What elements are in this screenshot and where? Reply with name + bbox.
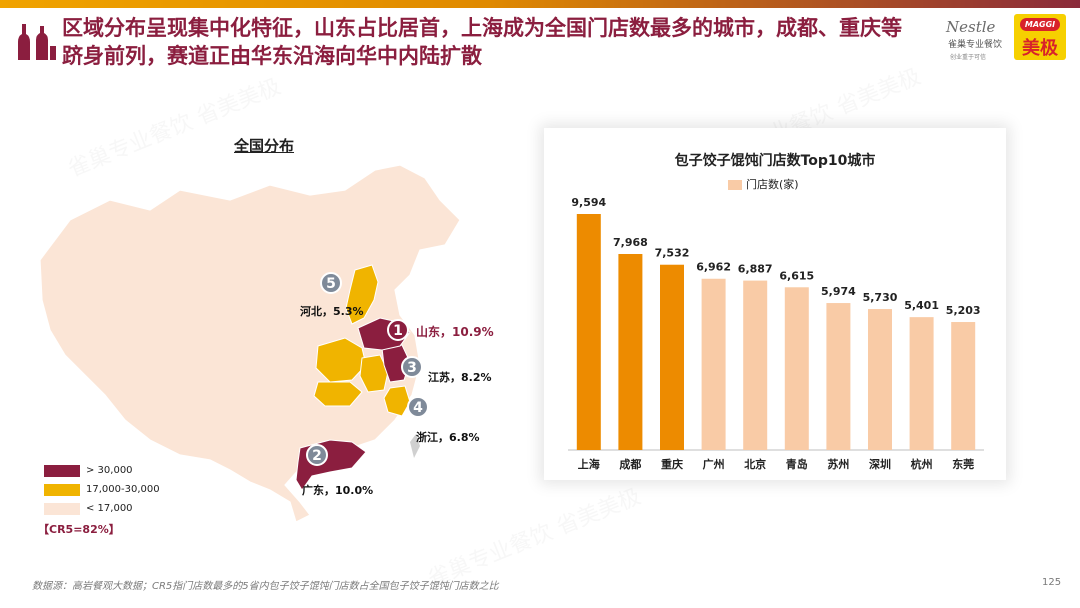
label-guangdong: 广东，10.0% [302, 484, 374, 497]
value-label: 5,401 [904, 299, 939, 312]
value-label: 5,203 [946, 304, 981, 317]
rank-marker-3: 3 [401, 356, 423, 378]
page-title: 区域分布呈现集中化特征，山东占比居首，上海成为全国门店数最多的城市，成都、重庆等… [62, 16, 902, 68]
category-label: 北京 [744, 457, 766, 471]
chart-legend-swatch [728, 180, 742, 190]
category-label: 青岛 [786, 457, 808, 471]
bar-chart: 9,594 上海 7,968 成都 7,532 重庆 6,962 广州 6,887 北京 6,615… [568, 196, 984, 471]
bar-青岛 [784, 287, 809, 450]
maggi-badge: MAGGI [1020, 18, 1060, 31]
category-label: 上海 [578, 457, 600, 471]
rank-marker-1: 1 [387, 319, 409, 341]
bar-成都 [618, 253, 643, 450]
top-accent-bar [0, 0, 1080, 8]
bar-重庆 [660, 264, 684, 450]
nestle-logo: Nestle 雀巢专业餐饮 创业重于可信 [940, 14, 1008, 61]
svg-text:2: 2 [312, 448, 322, 464]
bar-深圳 [868, 309, 892, 450]
label-jiangsu: 江苏，8.2% [428, 371, 492, 384]
value-label: 9,594 [571, 196, 606, 209]
label-shandong: 山东，10.9% [416, 325, 494, 339]
nestle-wordmark: Nestle [946, 18, 996, 36]
maggi-logo: MAGGI 美极 [1014, 14, 1066, 60]
value-label: 6,615 [779, 269, 814, 282]
cr5-label: 【CR5=82%】 [38, 523, 120, 536]
value-label: 5,974 [821, 285, 856, 298]
province-hubei [313, 381, 363, 407]
category-label: 苏州 [827, 457, 849, 471]
nestle-tagline: 创业重于可信 [950, 54, 987, 61]
bottle-icon [18, 24, 56, 60]
bar-杭州 [909, 317, 934, 450]
nestle-subtitle: 雀巢专业餐饮 [948, 40, 1003, 50]
category-label: 杭州 [911, 457, 933, 471]
category-label: 成都 [619, 457, 641, 471]
data-source-note: 数据源：高岩餐观大数据；CR5指门店数最多的5省内包子饺子馄饨门店数占全国包子饺… [32, 581, 499, 592]
value-label: 7,968 [613, 236, 648, 249]
label-zhejiang: 浙江，6.8% [416, 431, 480, 444]
category-label: 广州 [703, 457, 725, 471]
legend-label: < 17,000 [86, 503, 133, 514]
svg-text:4: 4 [413, 400, 423, 416]
legend-swatch [44, 484, 80, 496]
province-hebei [345, 264, 379, 325]
province-anhui [359, 354, 389, 393]
bar-广州 [701, 278, 726, 450]
taiwan [410, 434, 420, 458]
province-henan [315, 337, 367, 383]
maggi-wordmark: 美极 [1022, 38, 1058, 59]
province-zhejiang [383, 385, 411, 417]
page-number: 125 [1042, 577, 1062, 588]
legend-swatch [44, 465, 80, 477]
label-hebei: 河北，5.3% [300, 305, 364, 318]
svg-text:3: 3 [407, 360, 417, 376]
map-title: 全国分布 [234, 137, 295, 155]
china-map: 1 2 3 4 5 [39, 164, 461, 523]
chart-title: 包子饺子馄饨门店数Top10城市 [674, 153, 876, 169]
legend-label: 17,000-30,000 [86, 484, 160, 495]
bar-东莞 [951, 322, 976, 450]
china-mainland [39, 164, 461, 523]
value-label: 6,887 [738, 263, 773, 276]
category-label: 东莞 [952, 457, 974, 471]
bar-苏州 [826, 303, 851, 450]
rank-marker-2: 2 [306, 444, 328, 466]
rank-marker-4: 4 [407, 396, 429, 418]
value-label: 6,962 [696, 261, 731, 274]
bar-上海 [576, 214, 601, 450]
chart-panel: 包子饺子馄饨门店数Top10城市 门店数(家) 9,594 上海 7,968 成都 7,… [544, 128, 1006, 480]
rank-marker-5: 5 [320, 272, 342, 294]
svg-text:5: 5 [326, 276, 336, 292]
svg-text:1: 1 [393, 323, 403, 339]
category-label: 深圳 [869, 457, 891, 471]
value-label: 7,532 [655, 247, 690, 260]
chart-legend: 门店数(家) [728, 176, 799, 192]
category-label: 重庆 [661, 457, 683, 471]
value-label: 5,730 [863, 291, 898, 304]
bar-北京 [743, 280, 768, 450]
legend-label: > 30,000 [86, 465, 133, 476]
chart-legend-label: 门店数(家) [746, 178, 799, 191]
legend-swatch [44, 503, 80, 515]
